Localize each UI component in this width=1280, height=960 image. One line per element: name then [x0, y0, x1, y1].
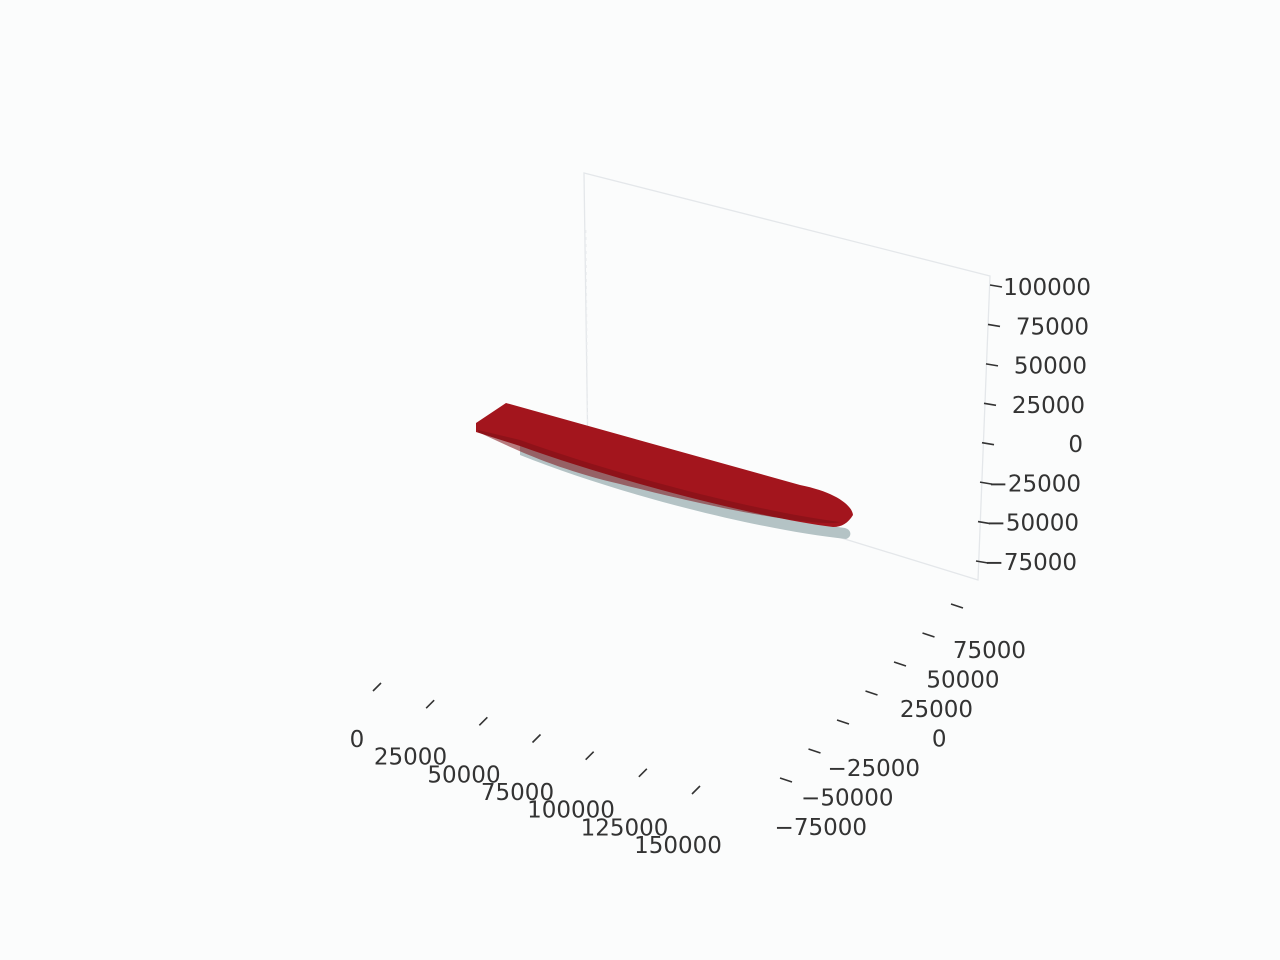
y-axis-tick-label: −75000: [775, 815, 867, 841]
x-axis-tick-mark: [585, 751, 595, 761]
hull-surfaces: [476, 403, 853, 539]
y-axis-tick-mark: [950, 603, 964, 609]
y-axis-tick-label: −25000: [828, 756, 920, 782]
x-axis-tick-label: 150000: [634, 833, 722, 859]
x-axis-tick-mark: [638, 768, 648, 778]
y-axis-tick-mark: [893, 661, 907, 667]
back-pane-outline: [583, 172, 991, 581]
y-axis-tick-mark: [922, 632, 935, 638]
z-axis-tick-mark: [985, 363, 999, 367]
y-axis-tick-label: 75000: [953, 638, 1026, 664]
y-axis-tick-mark: [865, 690, 878, 696]
y-axis-tick-label: 25000: [900, 697, 973, 723]
x-axis-tick-mark: [478, 716, 488, 726]
y-axis-tick-label: −50000: [801, 786, 893, 812]
x-axis-tick-label: 50000: [427, 762, 500, 788]
z-axis-tick-label: 50000: [1014, 354, 1087, 380]
pane-grid: [583, 172, 991, 581]
y-axis-tick-mark: [779, 777, 793, 783]
y-axis: −75000 −50000 −25000 0 25000 50000 75000: [775, 603, 1026, 841]
z-axis-tick-mark: [981, 441, 995, 446]
z-axis-tick-label: −75000: [985, 550, 1077, 576]
x-axis-tick-label: 0: [350, 727, 365, 753]
x-axis-tick-label: 125000: [581, 815, 669, 841]
z-axis-tick-label: 75000: [1016, 314, 1089, 340]
y-axis-tick-mark: [808, 748, 821, 754]
x-axis-tick-mark: [531, 733, 542, 744]
x-axis-tick-mark: [425, 699, 435, 709]
z-axis-tick-label: 25000: [1012, 393, 1085, 419]
y-axis-tick-label: 0: [932, 727, 947, 753]
z-axis-tick-label: −25000: [989, 471, 1081, 497]
y-axis-tick-label: 50000: [926, 668, 999, 694]
x-axis-tick-mark: [691, 785, 701, 795]
x-axis-tick-mark: [372, 682, 382, 692]
z-axis-tick-mark: [983, 402, 997, 407]
back-pane-vertical-gridline: [585, 229, 589, 461]
z-axis-tick-label: 0: [1068, 432, 1083, 458]
x-axis-tick-label: 100000: [527, 798, 615, 824]
hull-side-surface: [476, 403, 853, 527]
x-axis-tick-label: 75000: [481, 780, 554, 806]
hull-shadow-band: [478, 430, 840, 524]
y-axis-tick-mark: [836, 719, 850, 725]
z-axis-tick-mark: [977, 520, 991, 525]
z-axis-tick-mark: [979, 481, 993, 485]
z-axis-tick-label: 100000: [1003, 275, 1091, 301]
z-axis-tick-mark: [975, 560, 989, 564]
z-axis-tick-label: −50000: [987, 511, 1079, 537]
x-axis-tick-label: 25000: [374, 745, 447, 771]
z-axis-tick-mark: [987, 323, 1001, 328]
z-axis: −75000 −50000 −25000 0 25000 50000 75000 100000: [975, 275, 1091, 576]
z-axis-tick-mark: [989, 284, 1003, 288]
